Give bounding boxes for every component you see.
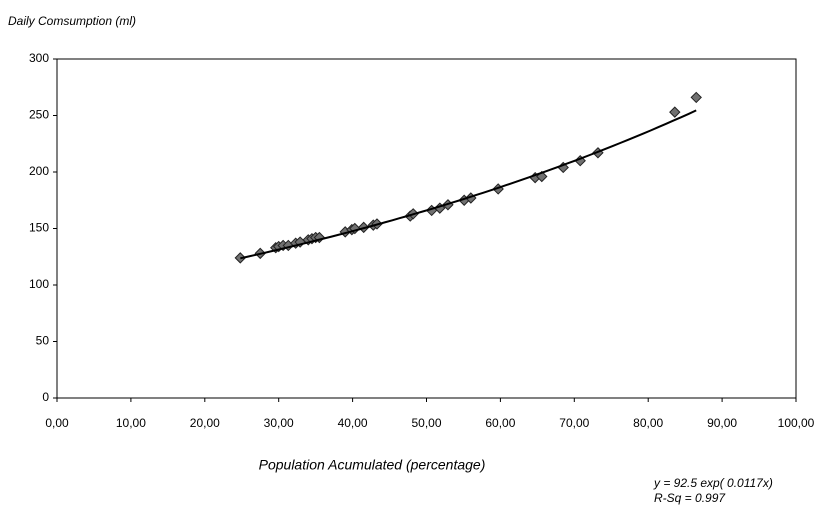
x-tick-label: 80,00 — [633, 416, 663, 430]
x-axis-label: Population Acumulated (percentage) — [259, 457, 486, 473]
x-tick-label: 100,00 — [778, 416, 815, 430]
x-tick-label: 30,00 — [264, 416, 294, 430]
y-tick-label: 0 — [42, 390, 49, 404]
y-axis-label: Daily Comsumption (ml) — [8, 14, 136, 28]
trend-line — [240, 109, 697, 260]
y-tick-label: 100 — [29, 277, 49, 291]
x-tick-label: 50,00 — [411, 416, 441, 430]
r-squared: R-Sq = 0.997 — [654, 491, 726, 505]
data-point — [690, 91, 702, 104]
y-tick-label: 200 — [29, 164, 49, 178]
x-tick-label: 40,00 — [338, 416, 368, 430]
y-tick-label: 250 — [29, 108, 49, 122]
x-tick-label: 20,00 — [190, 416, 220, 430]
x-tick-label: 70,00 — [559, 416, 589, 430]
x-tick-label: 0,00 — [45, 416, 69, 430]
y-tick-label: 300 — [29, 51, 49, 65]
y-tick-label: 50 — [36, 334, 50, 348]
data-point — [669, 106, 681, 118]
x-tick-label: 60,00 — [485, 416, 515, 430]
trend-equation: y = 92.5 exp( 0.0117x) — [653, 476, 773, 490]
plot-frame — [56, 58, 797, 399]
y-tick-label: 150 — [29, 221, 49, 235]
x-tick-label: 10,00 — [116, 416, 146, 430]
x-tick-label: 90,00 — [707, 416, 737, 430]
